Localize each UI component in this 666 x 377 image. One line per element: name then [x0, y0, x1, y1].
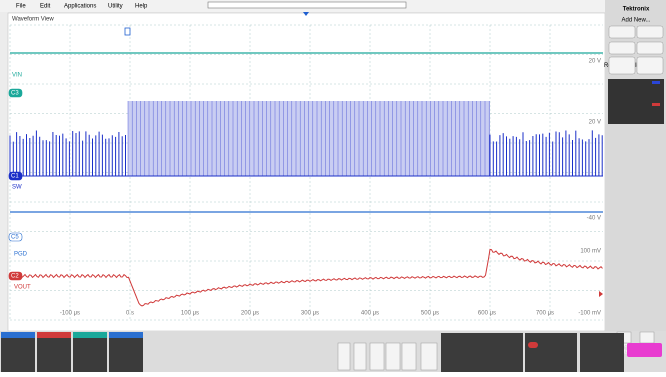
channel-label: VIN: [12, 73, 22, 79]
time-label: 400 μs: [361, 311, 379, 317]
meas-box[interactable]: [608, 79, 664, 124]
scale-label: 20 V: [589, 59, 601, 65]
side-button[interactable]: [637, 26, 663, 38]
logo: Tektronix: [623, 7, 650, 13]
time-label: 500 μs: [421, 311, 439, 317]
scale-label: -100 mV: [578, 311, 601, 317]
acq-box[interactable]: [580, 333, 624, 372]
side-button[interactable]: [609, 42, 635, 54]
channel-header: [109, 332, 143, 338]
channel-label: SW: [12, 185, 22, 191]
side-button[interactable]: [609, 57, 635, 74]
channel-badge-text: C2: [11, 274, 19, 280]
add-new: Add New...: [621, 18, 650, 24]
num-button[interactable]: [354, 343, 366, 370]
horizontal-box[interactable]: [441, 333, 523, 372]
time-label: 0 s: [126, 311, 134, 317]
time-label: 200 μs: [241, 311, 259, 317]
time-label: 700 μs: [536, 311, 554, 317]
menu-item: Edit: [40, 4, 51, 10]
channel-header: [37, 332, 71, 338]
side-button[interactable]: [637, 57, 663, 74]
side-button[interactable]: [637, 42, 663, 54]
channel-badge-text: C1: [11, 174, 19, 180]
state-button[interactable]: [627, 343, 662, 357]
menu-item: File: [16, 4, 26, 10]
time-label: -100 μs: [60, 311, 80, 317]
channel-header: [73, 332, 107, 338]
add-button[interactable]: [370, 343, 384, 370]
add-button[interactable]: [386, 343, 400, 370]
time-label: 600 μs: [478, 311, 496, 317]
num-button[interactable]: [338, 343, 350, 370]
record-overview: [208, 2, 406, 8]
scale-label: -40 V: [587, 216, 601, 222]
view-title: Waveform View: [12, 17, 54, 23]
afg-button[interactable]: [421, 343, 437, 370]
trigger-box[interactable]: [525, 333, 577, 372]
meas2-flag: [652, 103, 660, 106]
channel-badge-text: C3: [11, 91, 19, 97]
menu-item: Utility: [108, 4, 123, 10]
channel-badge-text: C5: [11, 235, 19, 241]
scale-label: 100 mV: [580, 249, 601, 255]
sw-burst-fill: [128, 101, 490, 176]
channel-header: [1, 332, 35, 338]
side-button[interactable]: [609, 26, 635, 38]
channel-label: VOUT: [14, 285, 31, 291]
menu-item: Help: [135, 4, 148, 10]
time-label: 100 μs: [181, 311, 199, 317]
meas1-flag: [652, 81, 660, 84]
add-button[interactable]: [402, 343, 416, 370]
trash-button[interactable]: [640, 332, 654, 343]
channel-label: PGD: [14, 252, 28, 258]
trigger-ch: [528, 342, 538, 348]
scale-label: 20 V: [589, 120, 601, 126]
menu-item: Applications: [64, 4, 96, 10]
time-label: 300 μs: [301, 311, 319, 317]
